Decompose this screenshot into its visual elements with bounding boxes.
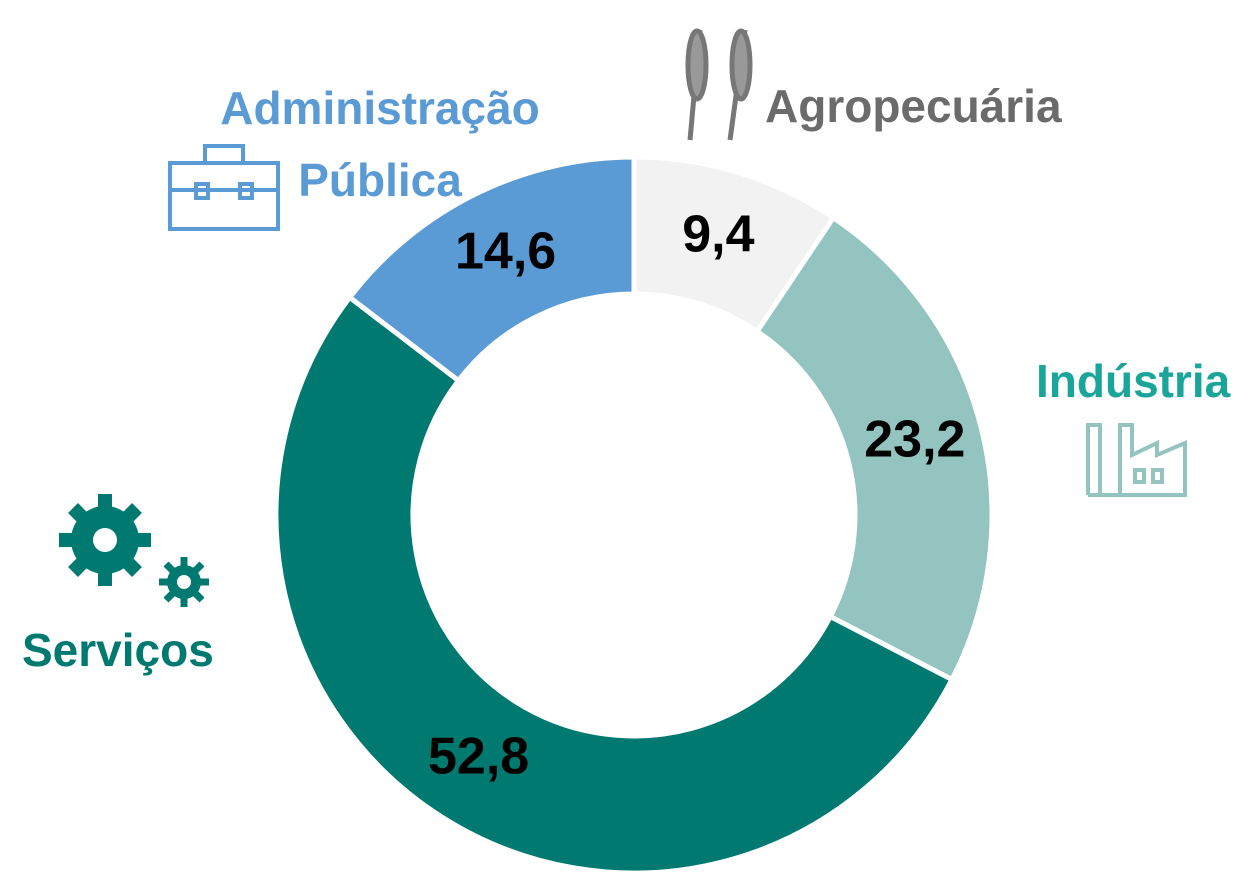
- value-label: 9,4: [682, 205, 754, 263]
- value-label: 23,2: [864, 411, 965, 469]
- donut-segment: [346, 154, 637, 385]
- value-label: 14,6: [455, 223, 556, 281]
- briefcase-icon: [168, 144, 280, 231]
- donut-segment: [753, 214, 995, 683]
- donut-segment: [273, 293, 956, 873]
- category-label: Indústria: [1036, 355, 1231, 407]
- gears-icon: [59, 494, 209, 607]
- wheat-icon: [685, 28, 753, 141]
- category-label: Agropecuária: [765, 80, 1062, 132]
- value-label: 52,8: [428, 728, 529, 786]
- category-label: Serviços: [22, 624, 214, 676]
- category-label: Administração Pública: [220, 82, 540, 206]
- factory-icon: [1086, 423, 1187, 497]
